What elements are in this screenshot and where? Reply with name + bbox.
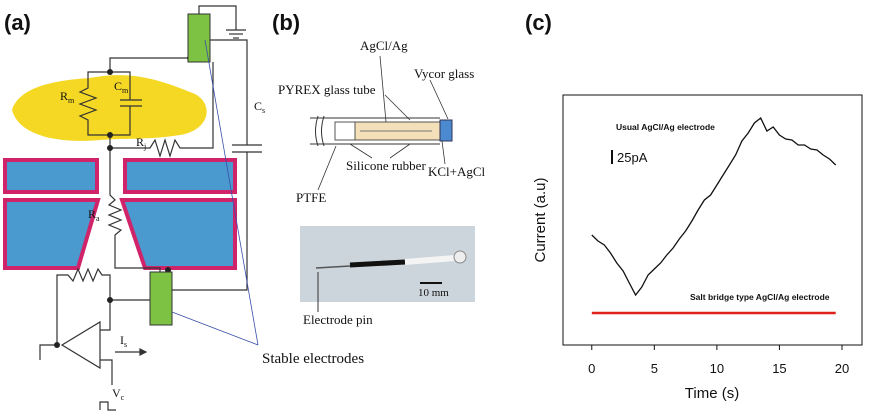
series-annotation: Salt bridge type AgCl/Ag electrode xyxy=(690,292,830,302)
electrode-schematic: AgCl/Ag PYREX glass tube Vycor glass Sil… xyxy=(278,38,486,205)
part-label: Vycor glass xyxy=(414,66,474,81)
x-tick-label: 20 xyxy=(835,361,849,376)
x-tick-label: 0 xyxy=(588,361,595,376)
scale-label: 10 mm xyxy=(418,287,449,299)
part-label: KCl+AgCl xyxy=(428,164,486,179)
data-line xyxy=(592,118,836,295)
scale-bar-label: 25pA xyxy=(617,150,648,165)
part-label: Silicone rubber xyxy=(346,158,426,173)
bottom-electrode xyxy=(150,272,172,325)
part-label: PTFE xyxy=(296,190,326,205)
panel-b: (b) AgCl/Ag PYREX glass tube Vycor glass… xyxy=(272,10,486,327)
subscript: s xyxy=(262,106,265,115)
panel-label: (c) xyxy=(525,10,552,35)
x-axis-label: Time (s) xyxy=(685,385,739,402)
membrane-blob xyxy=(12,75,207,141)
x-tick-label: 10 xyxy=(710,361,724,376)
symbol-label: Ra xyxy=(88,207,100,223)
plot-frame xyxy=(563,95,862,345)
symbol: C xyxy=(254,99,262,113)
panel-a: (a) Rm xyxy=(4,6,364,410)
symbol-label: Is xyxy=(120,333,127,349)
series-annotation: Usual AgCl/Ag electrode xyxy=(616,122,715,132)
symbol: R xyxy=(136,135,144,149)
electrode-photo: 10 mm Electrode pin xyxy=(300,226,475,327)
symbol: C xyxy=(114,79,122,93)
symbol: R xyxy=(60,89,68,103)
panel-c: (c) Time (s) Current (a.u) 25pA Usual Ag… xyxy=(525,10,862,402)
symbol-label: Cs xyxy=(254,99,265,115)
subscript: c xyxy=(121,393,125,402)
top-electrode xyxy=(188,14,210,62)
pin-label: Electrode pin xyxy=(303,312,373,327)
part-label: AgCl/Ag xyxy=(360,38,408,53)
subscript: m xyxy=(122,86,129,95)
panel-label: (a) xyxy=(4,10,31,35)
subscript: m xyxy=(68,96,75,105)
y-axis-label: Current (a.u) xyxy=(532,177,549,262)
symbol: V xyxy=(112,386,121,400)
pipette-walls xyxy=(5,160,235,268)
symbol: R xyxy=(88,207,96,221)
subscript: a xyxy=(96,214,100,223)
x-tick-label: 5 xyxy=(651,361,658,376)
subscript: j xyxy=(143,142,146,151)
figure: (a) Rm xyxy=(0,0,872,412)
subscript: s xyxy=(124,340,127,349)
callout-text: Stable electrodes xyxy=(262,351,364,367)
symbol-label: Vc xyxy=(112,386,125,402)
x-tick-label: 15 xyxy=(772,361,786,376)
part-label: PYREX glass tube xyxy=(278,82,376,97)
panel-label: (b) xyxy=(272,10,300,35)
